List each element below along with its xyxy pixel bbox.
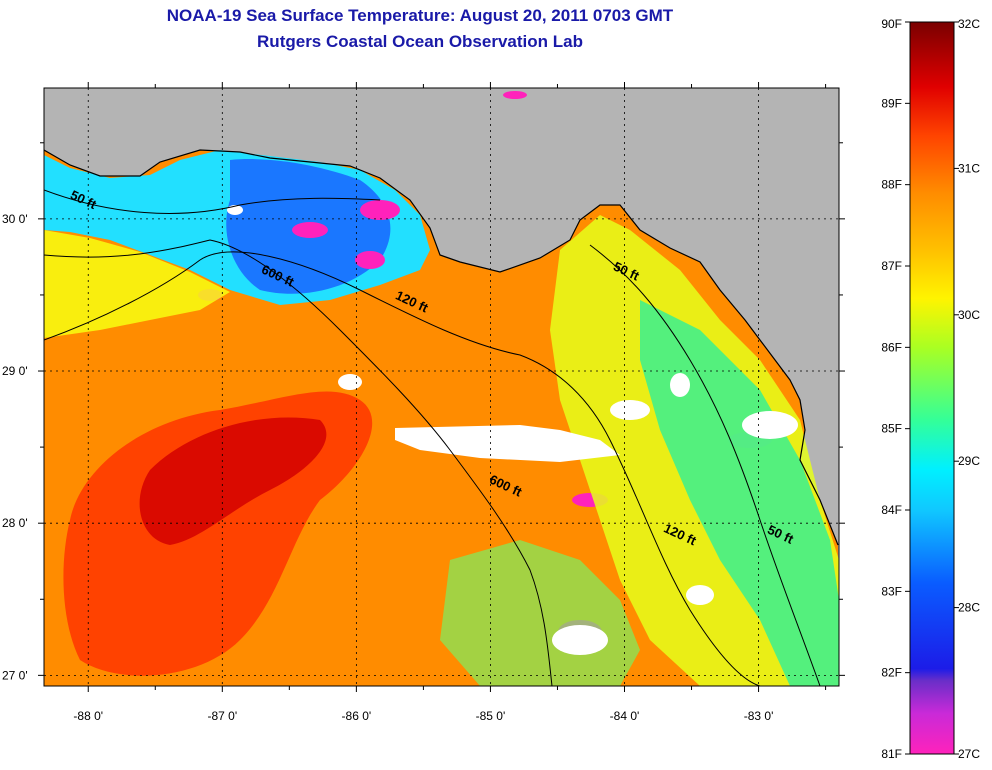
lat-tick-label: 30 0' (2, 212, 28, 226)
lon-tick-label: -83 0' (744, 709, 774, 723)
lat-tick-label: 27 0' (2, 668, 28, 682)
colorbar-gradient (910, 22, 954, 754)
lon-tick-label: -87 0' (207, 709, 237, 723)
map-title: NOAA-19 Sea Surface Temperature: August … (166, 6, 674, 25)
graticule-grid (44, 88, 839, 686)
cloud-cover (227, 205, 798, 655)
lon-tick-label: -84 0' (610, 709, 640, 723)
contour-50ft (44, 189, 821, 686)
colorbar-label-f: 83F (881, 584, 902, 598)
contour-120ft (44, 251, 761, 686)
axis-ticks (38, 82, 845, 692)
colorbar-frame (909, 21, 955, 755)
colorbar-label-f: 89F (881, 96, 902, 110)
colorbar-label-c: 28C (958, 601, 980, 615)
temperature-colorbar: 90F 89F 88F 87F 86F 85F 84F 83F 82F 81F 32C 31C 30C 2… (881, 17, 980, 761)
colorbar-labels: 90F 89F 88F 87F 86F 85F 84F 83F 82F 81F 32C 31C 30C 2… (881, 17, 980, 761)
colorbar-label-c: 32C (958, 17, 980, 31)
colorbar-label-f: 86F (881, 340, 902, 354)
colorbar-label-f: 87F (881, 259, 902, 273)
lat-tick-label: 29 0' (2, 364, 28, 378)
lat-tick-label: 28 0' (2, 516, 28, 530)
hot-core (139, 417, 327, 545)
lon-tick-label: -85 0' (476, 709, 506, 723)
colorbar-label-f: 84F (881, 503, 902, 517)
map-subtitle: Rutgers Coastal Ocean Observation Lab (257, 32, 583, 51)
colorbar-label-f: 81F (881, 747, 902, 761)
axis-tick-labels: -88 0' -87 0' -86 0' -85 0' -84 0' -83 0' 30 0… (2, 212, 773, 723)
colorbar-label-f: 82F (881, 666, 902, 680)
coastline (44, 149, 839, 546)
colorbar-label-f: 85F (881, 422, 902, 436)
lon-tick-label: -86 0' (342, 709, 372, 723)
map-frame (43, 87, 840, 687)
colorbar-label-c: 27C (958, 747, 980, 761)
colorbar-label-c: 31C (958, 161, 980, 175)
contour-600ft (44, 239, 553, 686)
lon-tick-label: -88 0' (73, 709, 103, 723)
colorbar-label-f: 90F (881, 17, 902, 31)
colorbar-label-c: 29C (958, 454, 980, 468)
colorbar-label-c: 30C (958, 308, 980, 322)
green-coastal-east (640, 300, 839, 686)
colorbar-label-f: 88F (881, 178, 902, 192)
